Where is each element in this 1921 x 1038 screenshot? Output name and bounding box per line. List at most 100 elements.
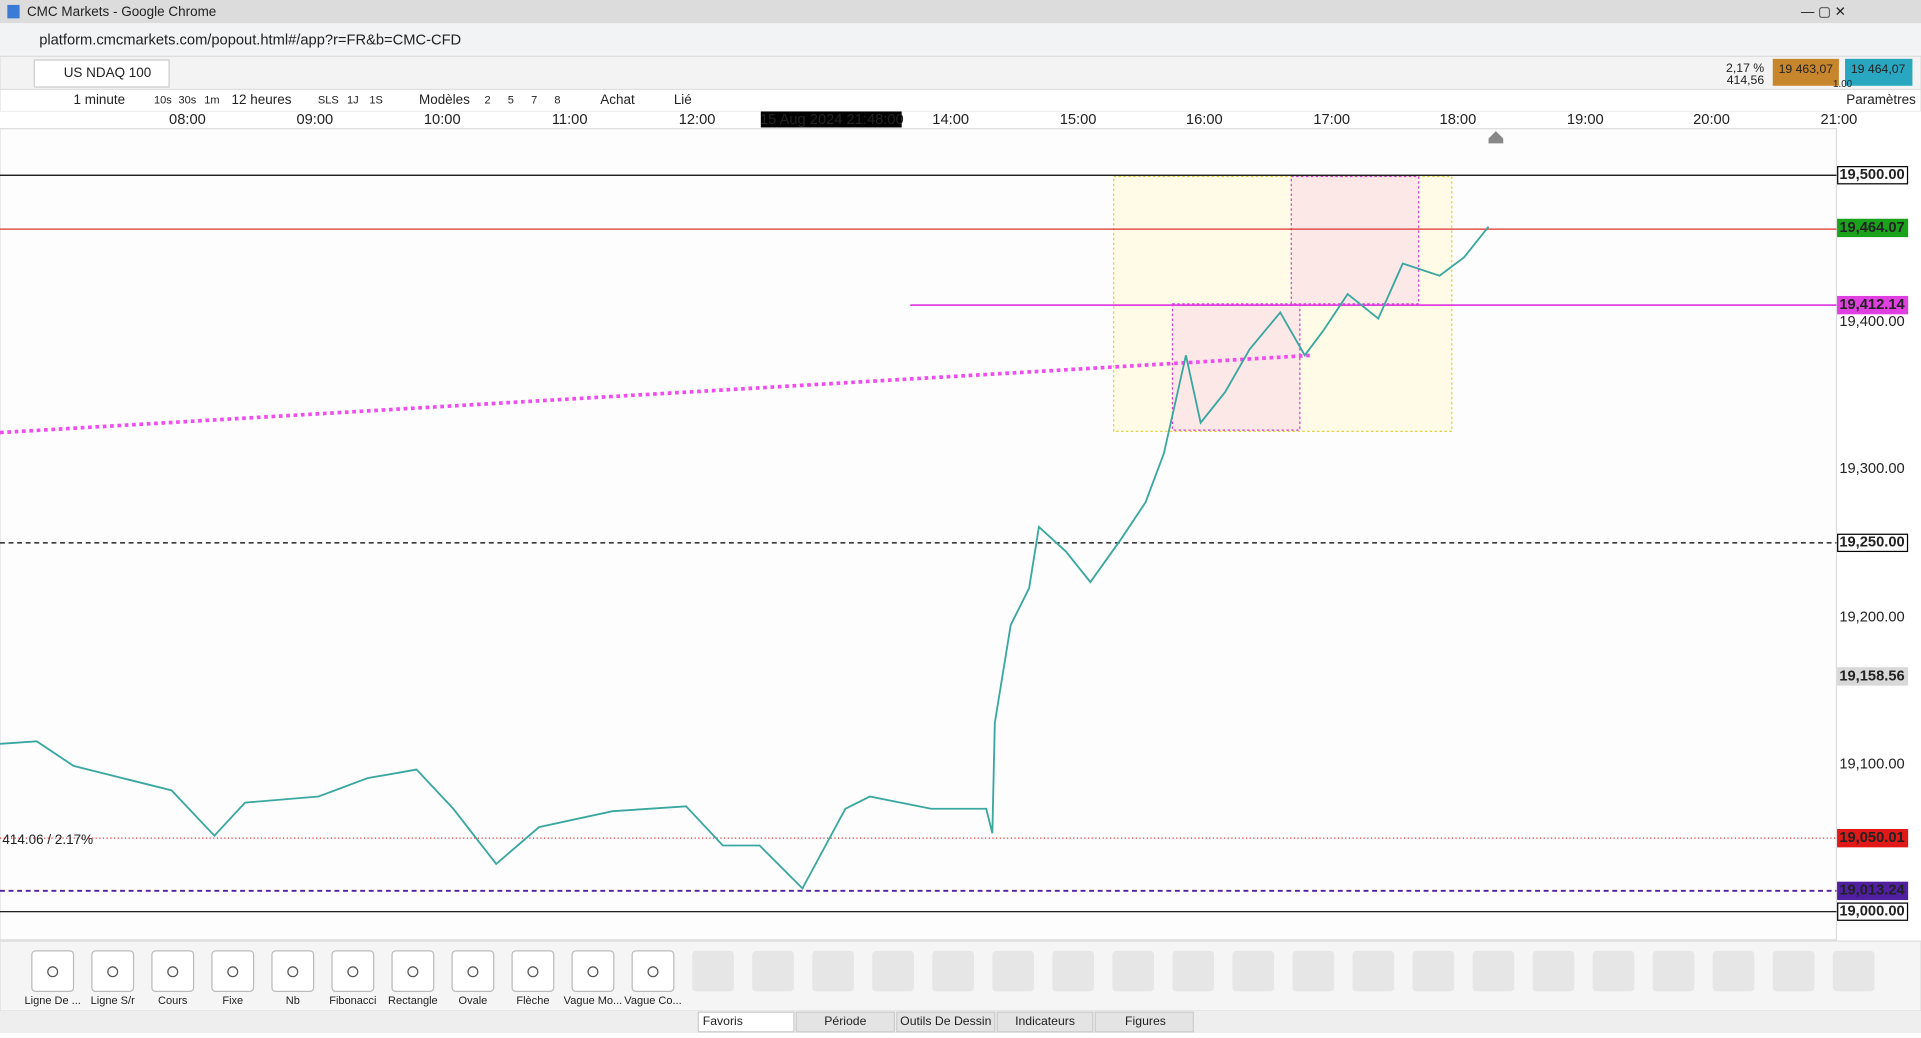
price-label: 19,000.00	[1839, 904, 1904, 920]
tool-button[interactable]	[631, 950, 675, 992]
sell-price: 19 463,07	[1779, 62, 1834, 76]
tool-button[interactable]	[211, 950, 255, 992]
period[interactable]: 1J	[347, 94, 359, 106]
instrument-tab[interactable]	[33, 59, 170, 88]
tool-icon	[527, 966, 539, 978]
tab-label: Figures	[1125, 1014, 1166, 1028]
empty-slot[interactable]	[1592, 950, 1635, 992]
tool-icon	[467, 966, 479, 978]
trend-line[interactable]	[0, 353, 1311, 435]
empty-slot[interactable]	[812, 950, 854, 992]
tool-icon	[47, 966, 59, 978]
cursor-time: 15 Aug 2024 21:48:00	[760, 112, 904, 128]
tab[interactable]	[1094, 1011, 1194, 1033]
period[interactable]: 1S	[369, 94, 382, 106]
price-label: 19,300.00	[1839, 461, 1904, 477]
empty-slot[interactable]	[1172, 950, 1215, 992]
time-label: 14:00	[932, 112, 969, 128]
empty-slot[interactable]	[1052, 950, 1095, 992]
time-label: 16:00	[1186, 112, 1223, 128]
empty-slot[interactable]	[992, 950, 1035, 992]
time-label: 11:00	[552, 112, 588, 128]
price-tag	[1837, 881, 1909, 901]
models[interactable]: Modèles	[419, 92, 470, 107]
price-tag	[1837, 295, 1909, 315]
empty-slot[interactable]	[1772, 950, 1815, 992]
window-title: CMC Markets - Google Chrome	[27, 4, 216, 19]
url[interactable]: platform.cmcmarkets.com/popout.html#/app…	[39, 32, 461, 48]
title-bar	[0, 0, 1921, 24]
settings[interactable]: Paramètres	[1846, 92, 1916, 107]
change-pct: 2,17 %	[1726, 61, 1764, 75]
range[interactable]: 12 heures	[232, 92, 292, 107]
empty-slot[interactable]	[1412, 950, 1455, 992]
quick-interval[interactable]: 1m	[204, 94, 219, 106]
price-tag	[1837, 902, 1909, 921]
buy-button[interactable]	[1845, 58, 1913, 86]
empty-slot[interactable]	[752, 950, 794, 992]
tool-button[interactable]	[571, 950, 615, 992]
sell-button[interactable]	[1772, 58, 1839, 86]
count[interactable]: 8	[554, 94, 560, 106]
tool-button[interactable]	[91, 950, 135, 992]
period[interactable]: SLS	[318, 94, 339, 106]
interval[interactable]: 1 minute	[74, 92, 126, 107]
tool-button[interactable]	[271, 950, 315, 992]
price-label: 19,100.00	[1839, 757, 1904, 773]
zone-rect[interactable]	[1290, 175, 1420, 305]
tool-button[interactable]	[391, 950, 435, 992]
time-label: 20:00	[1693, 112, 1730, 128]
price-tag	[1837, 828, 1909, 848]
time-label: 18:00	[1440, 112, 1477, 128]
instrument-name: US NDAQ 100	[64, 65, 152, 80]
buy[interactable]: Achat	[600, 92, 635, 107]
empty-slot[interactable]	[1652, 950, 1695, 992]
empty-slot[interactable]	[1292, 950, 1335, 992]
count[interactable]: 2	[485, 94, 491, 106]
empty-slot[interactable]	[1532, 950, 1575, 992]
tool-label: Nb	[286, 995, 300, 1007]
price-label: 19,050.01	[1839, 830, 1904, 846]
empty-slot[interactable]	[1712, 950, 1755, 992]
empty-slot[interactable]	[932, 950, 974, 992]
empty-slot[interactable]	[1832, 950, 1875, 992]
empty-slot[interactable]	[1472, 950, 1515, 992]
empty-slot[interactable]	[1232, 950, 1275, 992]
tool-label: Vague Mo...	[564, 995, 623, 1007]
price-label: 19,500.00	[1839, 167, 1904, 183]
time-label: 09:00	[296, 112, 333, 128]
empty-slot[interactable]	[1352, 950, 1395, 992]
tool-icon	[287, 966, 299, 978]
tool-icon	[347, 966, 359, 978]
tool-button[interactable]	[451, 950, 495, 992]
toolbar-items: 1 minute 10s 30s 1m 12 heures SLS 1J 1S Modèles 2…	[74, 92, 1917, 107]
zone-rect[interactable]	[1171, 303, 1301, 431]
quick-interval[interactable]: 10s	[154, 94, 172, 106]
linked[interactable]: Lié	[674, 92, 692, 107]
tab[interactable]	[996, 1011, 1094, 1033]
window-controls[interactable]: — ▢ ✕	[1801, 4, 1846, 19]
price-label: 19,464.07	[1839, 220, 1904, 236]
price-tag	[1837, 166, 1909, 185]
tool-button[interactable]	[31, 950, 75, 992]
count[interactable]: 5	[508, 94, 514, 106]
count[interactable]: 7	[531, 94, 537, 106]
tab-label: Favoris	[703, 1014, 743, 1028]
tool-button[interactable]	[151, 950, 195, 992]
empty-slot[interactable]	[692, 950, 734, 992]
tool-icon	[647, 966, 659, 978]
quick-interval[interactable]: 30s	[179, 94, 197, 106]
tab[interactable]	[697, 1011, 795, 1033]
tool-icon	[407, 966, 419, 978]
empty-slot[interactable]	[872, 950, 914, 992]
price-label: 19,400.00	[1839, 314, 1904, 330]
empty-slot[interactable]	[1112, 950, 1155, 992]
price-label: 19,412.14	[1839, 297, 1905, 313]
tool-button[interactable]	[511, 950, 555, 992]
tab[interactable]	[795, 1011, 895, 1033]
app-icon	[7, 4, 20, 19]
tab[interactable]	[896, 1011, 996, 1033]
tool-button[interactable]	[331, 950, 375, 992]
tab-label: Outils De Dessin	[900, 1014, 991, 1028]
